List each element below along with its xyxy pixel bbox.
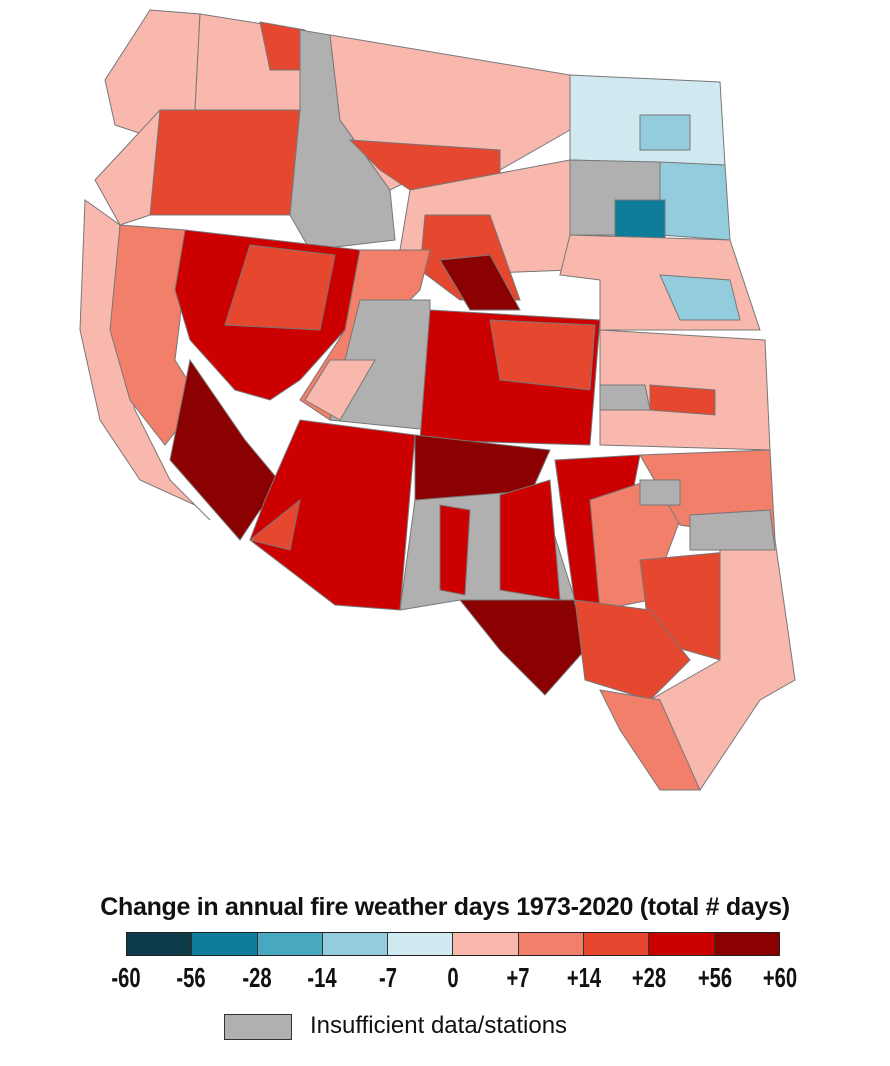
insufficient-data-swatch	[224, 1014, 292, 1040]
map-region	[659, 161, 731, 241]
legend-title: Change in annual fire weather days 1973-…	[100, 893, 790, 921]
legend-swatch	[649, 933, 715, 955]
legend-tick-label: -56	[176, 962, 206, 993]
map-region	[149, 109, 301, 216]
map-region	[574, 599, 691, 701]
map-region	[94, 108, 161, 226]
legend-color-bar	[126, 932, 780, 956]
map-region	[659, 274, 741, 321]
legend-swatch	[322, 933, 389, 955]
insufficient-data-label: Insufficient data/stations	[310, 1012, 568, 1039]
map-region	[458, 599, 586, 696]
map-region	[689, 509, 776, 551]
legend-tick-label: -28	[242, 962, 272, 993]
map-region	[304, 359, 376, 421]
map-region	[169, 358, 296, 541]
legend-swatch	[127, 933, 193, 955]
legend-tick-label: -60	[111, 962, 141, 993]
legend-swatch	[714, 933, 779, 955]
map-region	[249, 419, 416, 611]
legend-tick-label: -14	[307, 962, 337, 993]
legend-swatch	[453, 933, 519, 955]
legend-swatch	[518, 933, 585, 955]
map-region	[639, 114, 691, 151]
legend-swatch	[192, 933, 258, 955]
map-region	[499, 479, 561, 601]
legend-tick-label: +7	[506, 962, 530, 993]
map-region	[224, 244, 336, 331]
map-region	[649, 384, 716, 416]
legend-tick-label: +28	[632, 962, 667, 993]
legend-tick-label: +56	[697, 962, 732, 993]
map-region	[599, 384, 651, 411]
legend-tick-label: +14	[566, 962, 601, 993]
legend-swatch	[584, 933, 650, 955]
map-region	[489, 319, 596, 391]
map-region	[599, 689, 701, 791]
legend-tick-label: 0	[447, 962, 459, 993]
legend-tick-label: +60	[762, 962, 798, 993]
map-region	[439, 504, 471, 596]
map-region	[248, 498, 301, 551]
legend-swatch	[388, 933, 454, 955]
map-region	[439, 254, 521, 311]
legend-tick-label: -7	[378, 962, 397, 993]
map-region	[639, 479, 681, 506]
fire-weather-map	[79, 9, 796, 791]
legend-swatch	[257, 933, 323, 955]
